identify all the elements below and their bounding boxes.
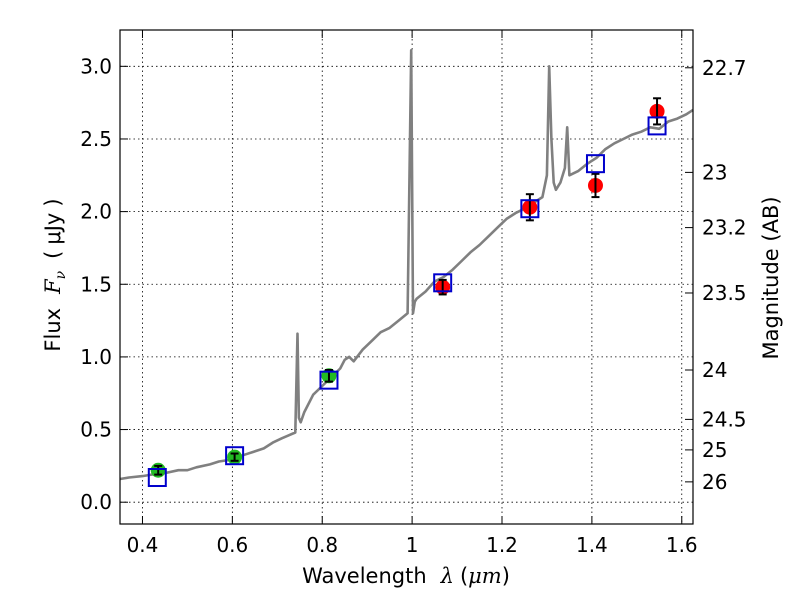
plot-frame: [119, 29, 694, 525]
spectrum-line: [119, 48, 694, 481]
model-square-marker: [520, 199, 540, 219]
y2-tick-label: 22.7: [702, 56, 747, 80]
x-tick-label: 1.6: [666, 533, 698, 557]
y2-tick-label: 25: [702, 438, 727, 462]
y-tick-label: 2.5: [80, 127, 112, 151]
y2-axis-title: Magnitude (AB): [759, 196, 783, 359]
model-square-marker: [319, 370, 339, 390]
y2-tick-label: 26: [702, 470, 727, 494]
y-axis-title: FluxFν(μJy): [41, 198, 69, 351]
y2-tick-label: 24.5: [702, 407, 747, 431]
model-square-marker: [647, 116, 667, 136]
model-square-marker: [585, 154, 605, 174]
x-tick-label: 0.4: [127, 533, 159, 557]
y2-tick-label: 23: [702, 160, 727, 184]
model-square-marker: [147, 468, 167, 488]
x-axis-title: Wavelength λ (μm): [302, 564, 510, 588]
x-tick-label: 0.8: [306, 533, 338, 557]
y2-tick-label: 23.5: [702, 281, 747, 305]
y-tick-label: 1.0: [80, 345, 112, 369]
plot-area: [119, 48, 694, 488]
model-square-marker: [433, 273, 453, 293]
x-tick-label: 0.6: [216, 533, 248, 557]
y-tick-label: 3.0: [80, 54, 112, 78]
y2-tick-label: 24: [702, 358, 727, 382]
y-tick-label: 0.5: [80, 418, 112, 442]
y-tick-label: 1.5: [80, 272, 112, 296]
x-tick-label: 1.2: [486, 533, 518, 557]
axes: 0.4 0.6 0.8 1 1.2 1.4 1.6 0.0 0.5 1.0 1.5 2.0 2.5 3.0…: [80, 29, 747, 557]
y2-tick-label: 23.2: [702, 216, 747, 240]
model-square-marker: [225, 446, 245, 466]
y-tick-label: 2.0: [80, 200, 112, 224]
x-tick-label: 1.4: [576, 533, 608, 557]
x-tick-label: 1: [406, 533, 419, 557]
y-tick-label: 0.0: [80, 490, 112, 514]
